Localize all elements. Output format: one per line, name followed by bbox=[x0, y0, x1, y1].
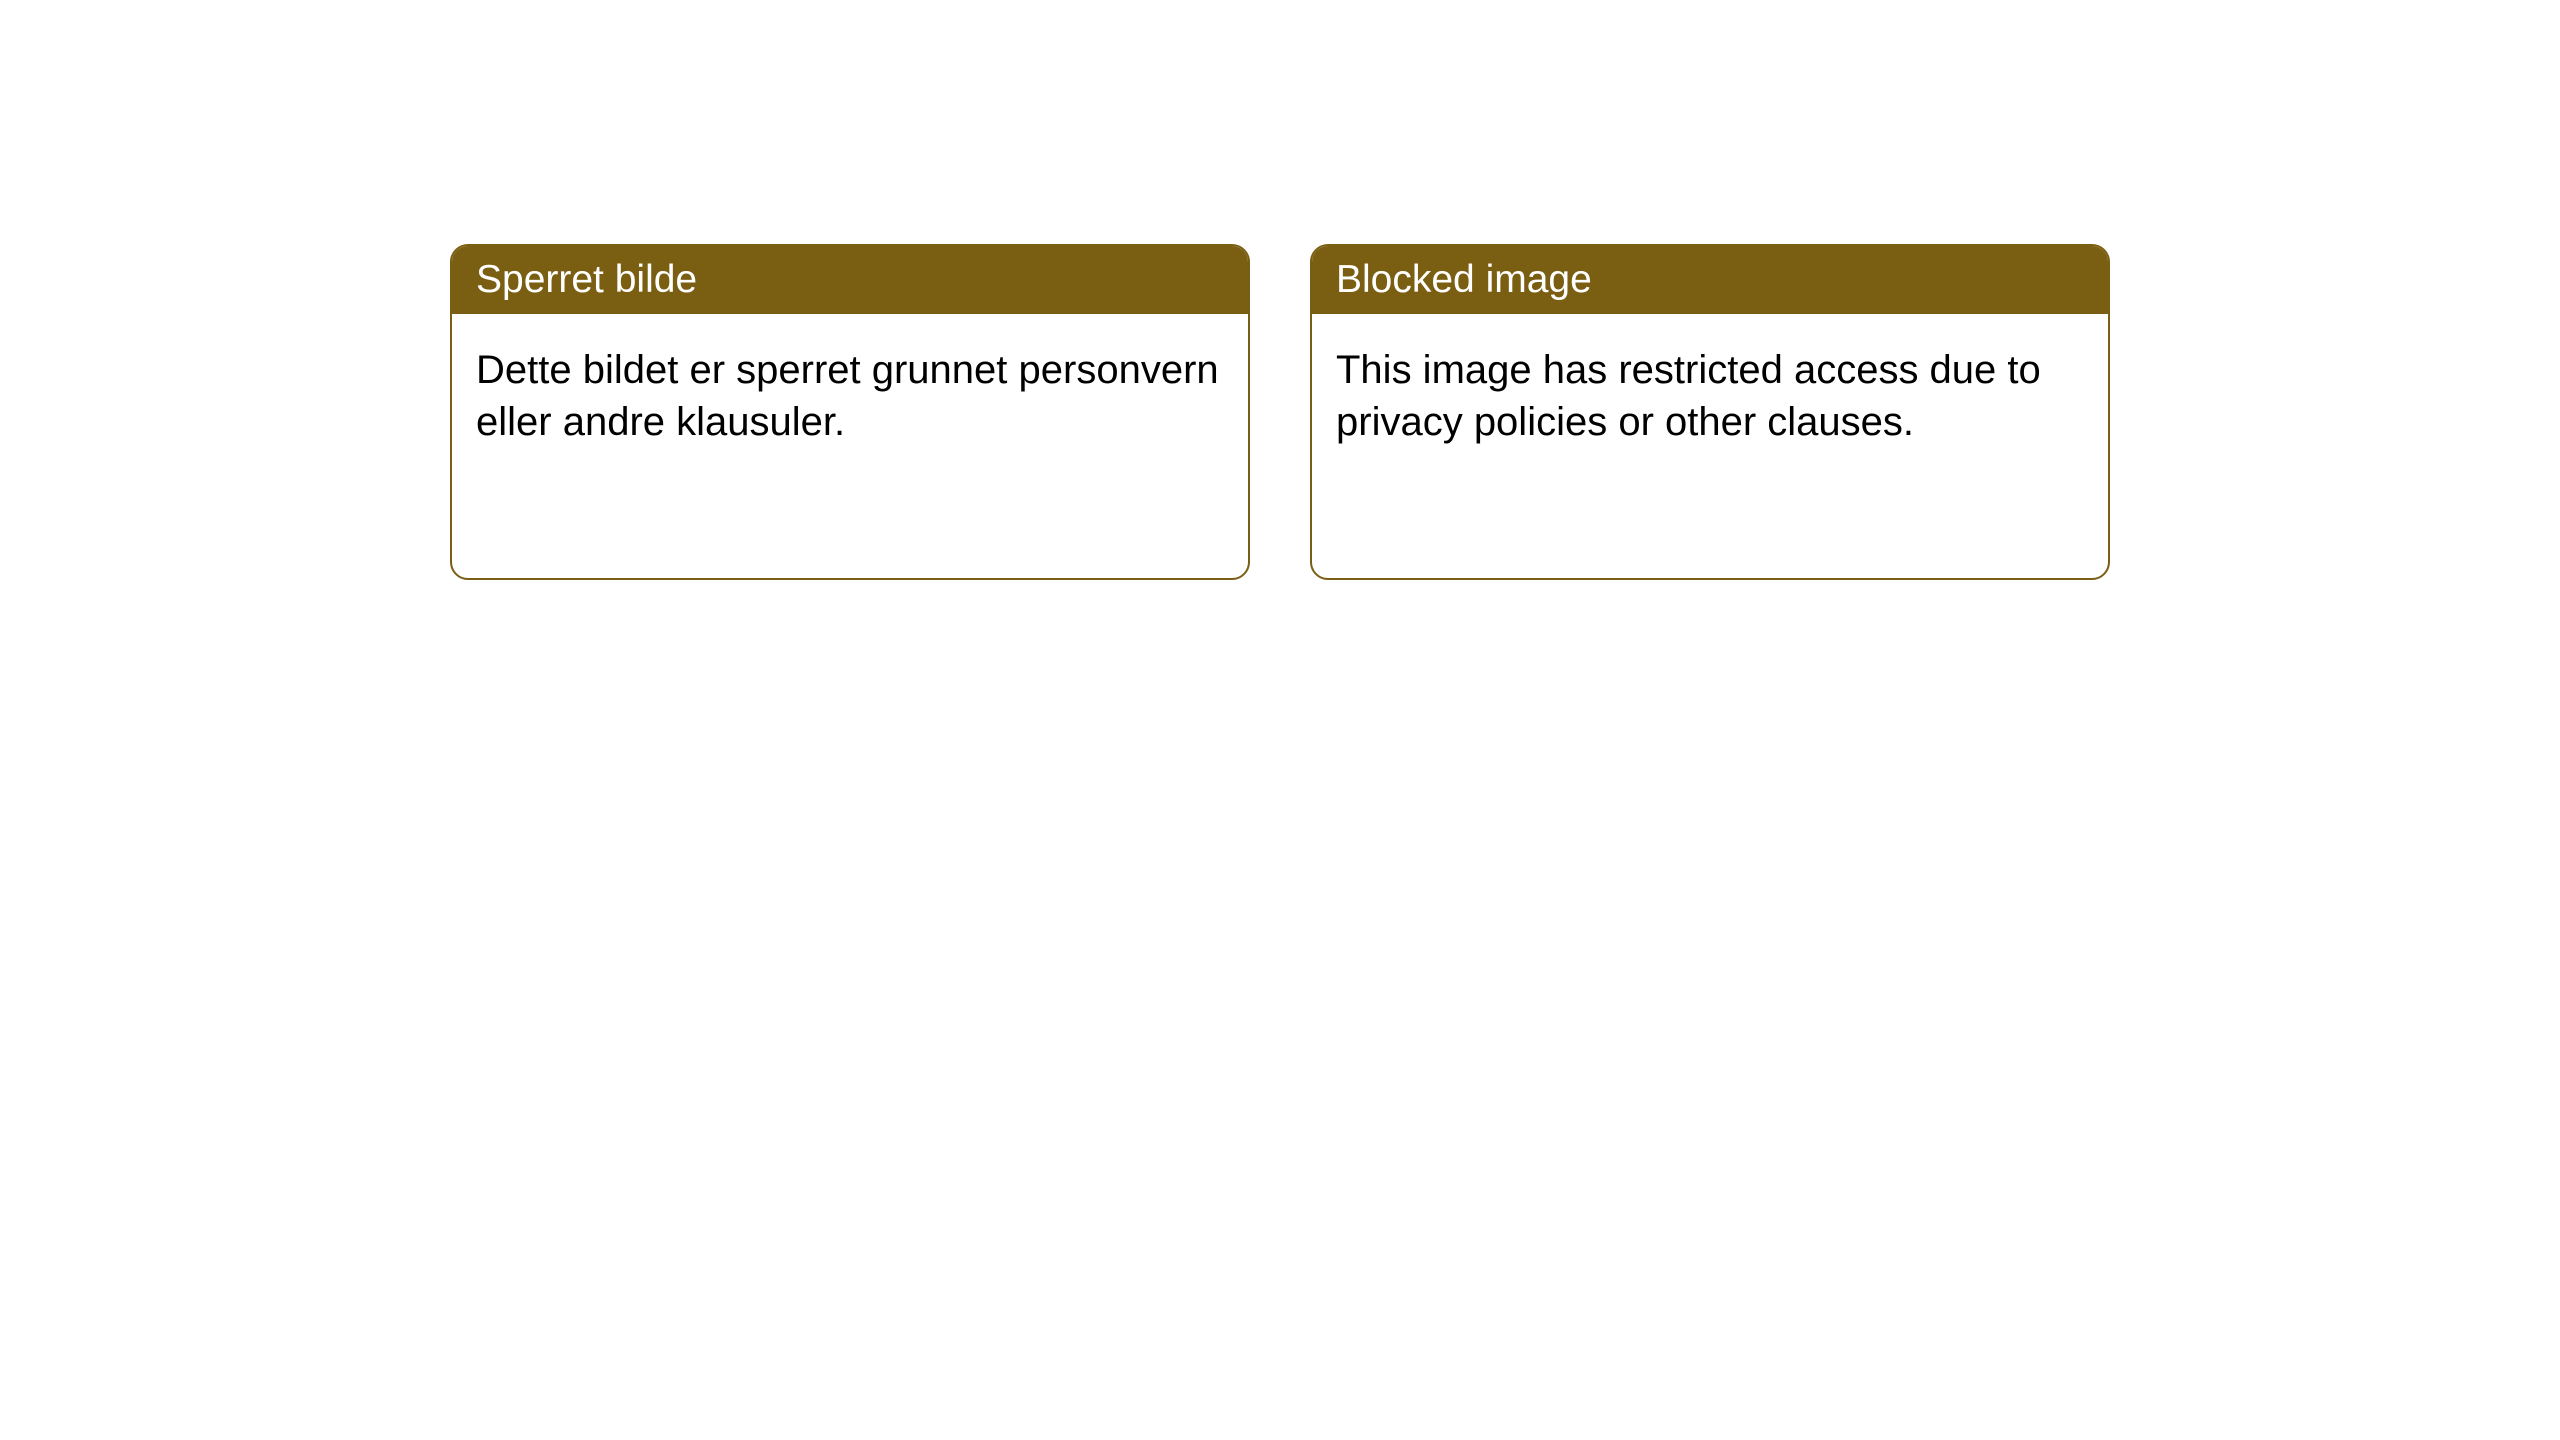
card-body: Dette bildet er sperret grunnet personve… bbox=[452, 314, 1248, 478]
notice-container: Sperret bilde Dette bildet er sperret gr… bbox=[450, 244, 2110, 580]
card-body: This image has restricted access due to … bbox=[1312, 314, 2108, 478]
card-body-text: This image has restricted access due to … bbox=[1336, 348, 2041, 444]
notice-card-norwegian: Sperret bilde Dette bildet er sperret gr… bbox=[450, 244, 1250, 580]
card-header: Sperret bilde bbox=[452, 246, 1248, 314]
card-title: Sperret bilde bbox=[476, 258, 697, 301]
notice-card-english: Blocked image This image has restricted … bbox=[1310, 244, 2110, 580]
card-title: Blocked image bbox=[1336, 258, 1592, 301]
card-body-text: Dette bildet er sperret grunnet personve… bbox=[476, 348, 1219, 444]
card-header: Blocked image bbox=[1312, 246, 2108, 314]
